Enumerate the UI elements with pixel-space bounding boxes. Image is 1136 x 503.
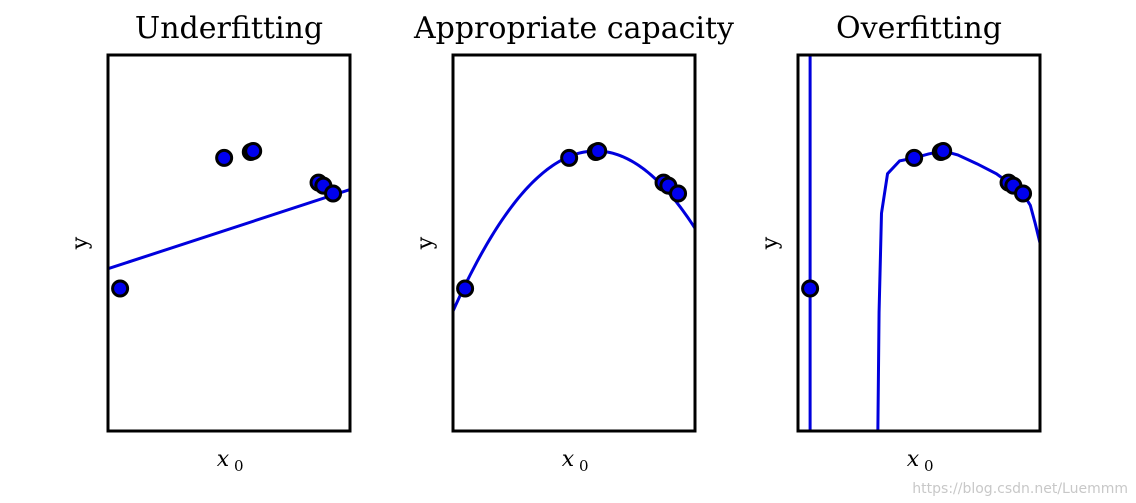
x-axis-label-subscript: 0 (234, 457, 244, 475)
y-axis-label: y (758, 236, 783, 250)
chart-panel-1: Underfitting y x 0 (68, 11, 352, 475)
fit-curve-group (808, 55, 1040, 431)
data-point-1 (456, 279, 475, 298)
x-axis-label: x (562, 447, 575, 472)
data-point-2 (905, 148, 924, 167)
chart-panel-3: Overfitting y x 0 (758, 11, 1042, 475)
panel-title: Underfitting (135, 11, 323, 46)
data-point-4 (589, 141, 608, 160)
y-axis-label: y (413, 236, 438, 250)
data-point-7 (324, 184, 343, 203)
panel-title: Overfitting (836, 11, 1002, 46)
data-point-4 (934, 141, 953, 160)
fit-curve-1 (453, 149, 695, 312)
panel-title: Appropriate capacity (413, 11, 734, 46)
x-axis-label-subscript: 0 (579, 457, 589, 475)
x-axis-label: x (907, 447, 920, 472)
fit-curve-group (108, 188, 350, 271)
data-point-1 (801, 279, 820, 298)
chart-panel-2: Appropriate capacity y x 0 (413, 11, 734, 475)
data-point-2 (560, 148, 579, 167)
data-point-4 (244, 141, 263, 160)
data-point-7 (669, 184, 688, 203)
axes-frame (106, 53, 352, 433)
x-axis-label-subscript: 0 (924, 457, 934, 475)
data-point-1 (111, 279, 130, 298)
x-axis-label: x (217, 447, 230, 472)
data-point-2 (215, 148, 234, 167)
data-point-7 (1014, 184, 1033, 203)
axes-frame (451, 53, 697, 433)
fit-curve-1 (108, 188, 350, 271)
y-axis-label: y (68, 236, 93, 250)
axes-frame (796, 53, 1042, 433)
fit-curve-group (453, 149, 695, 312)
watermark: https://blog.csdn.net/Luemmm (912, 481, 1128, 497)
